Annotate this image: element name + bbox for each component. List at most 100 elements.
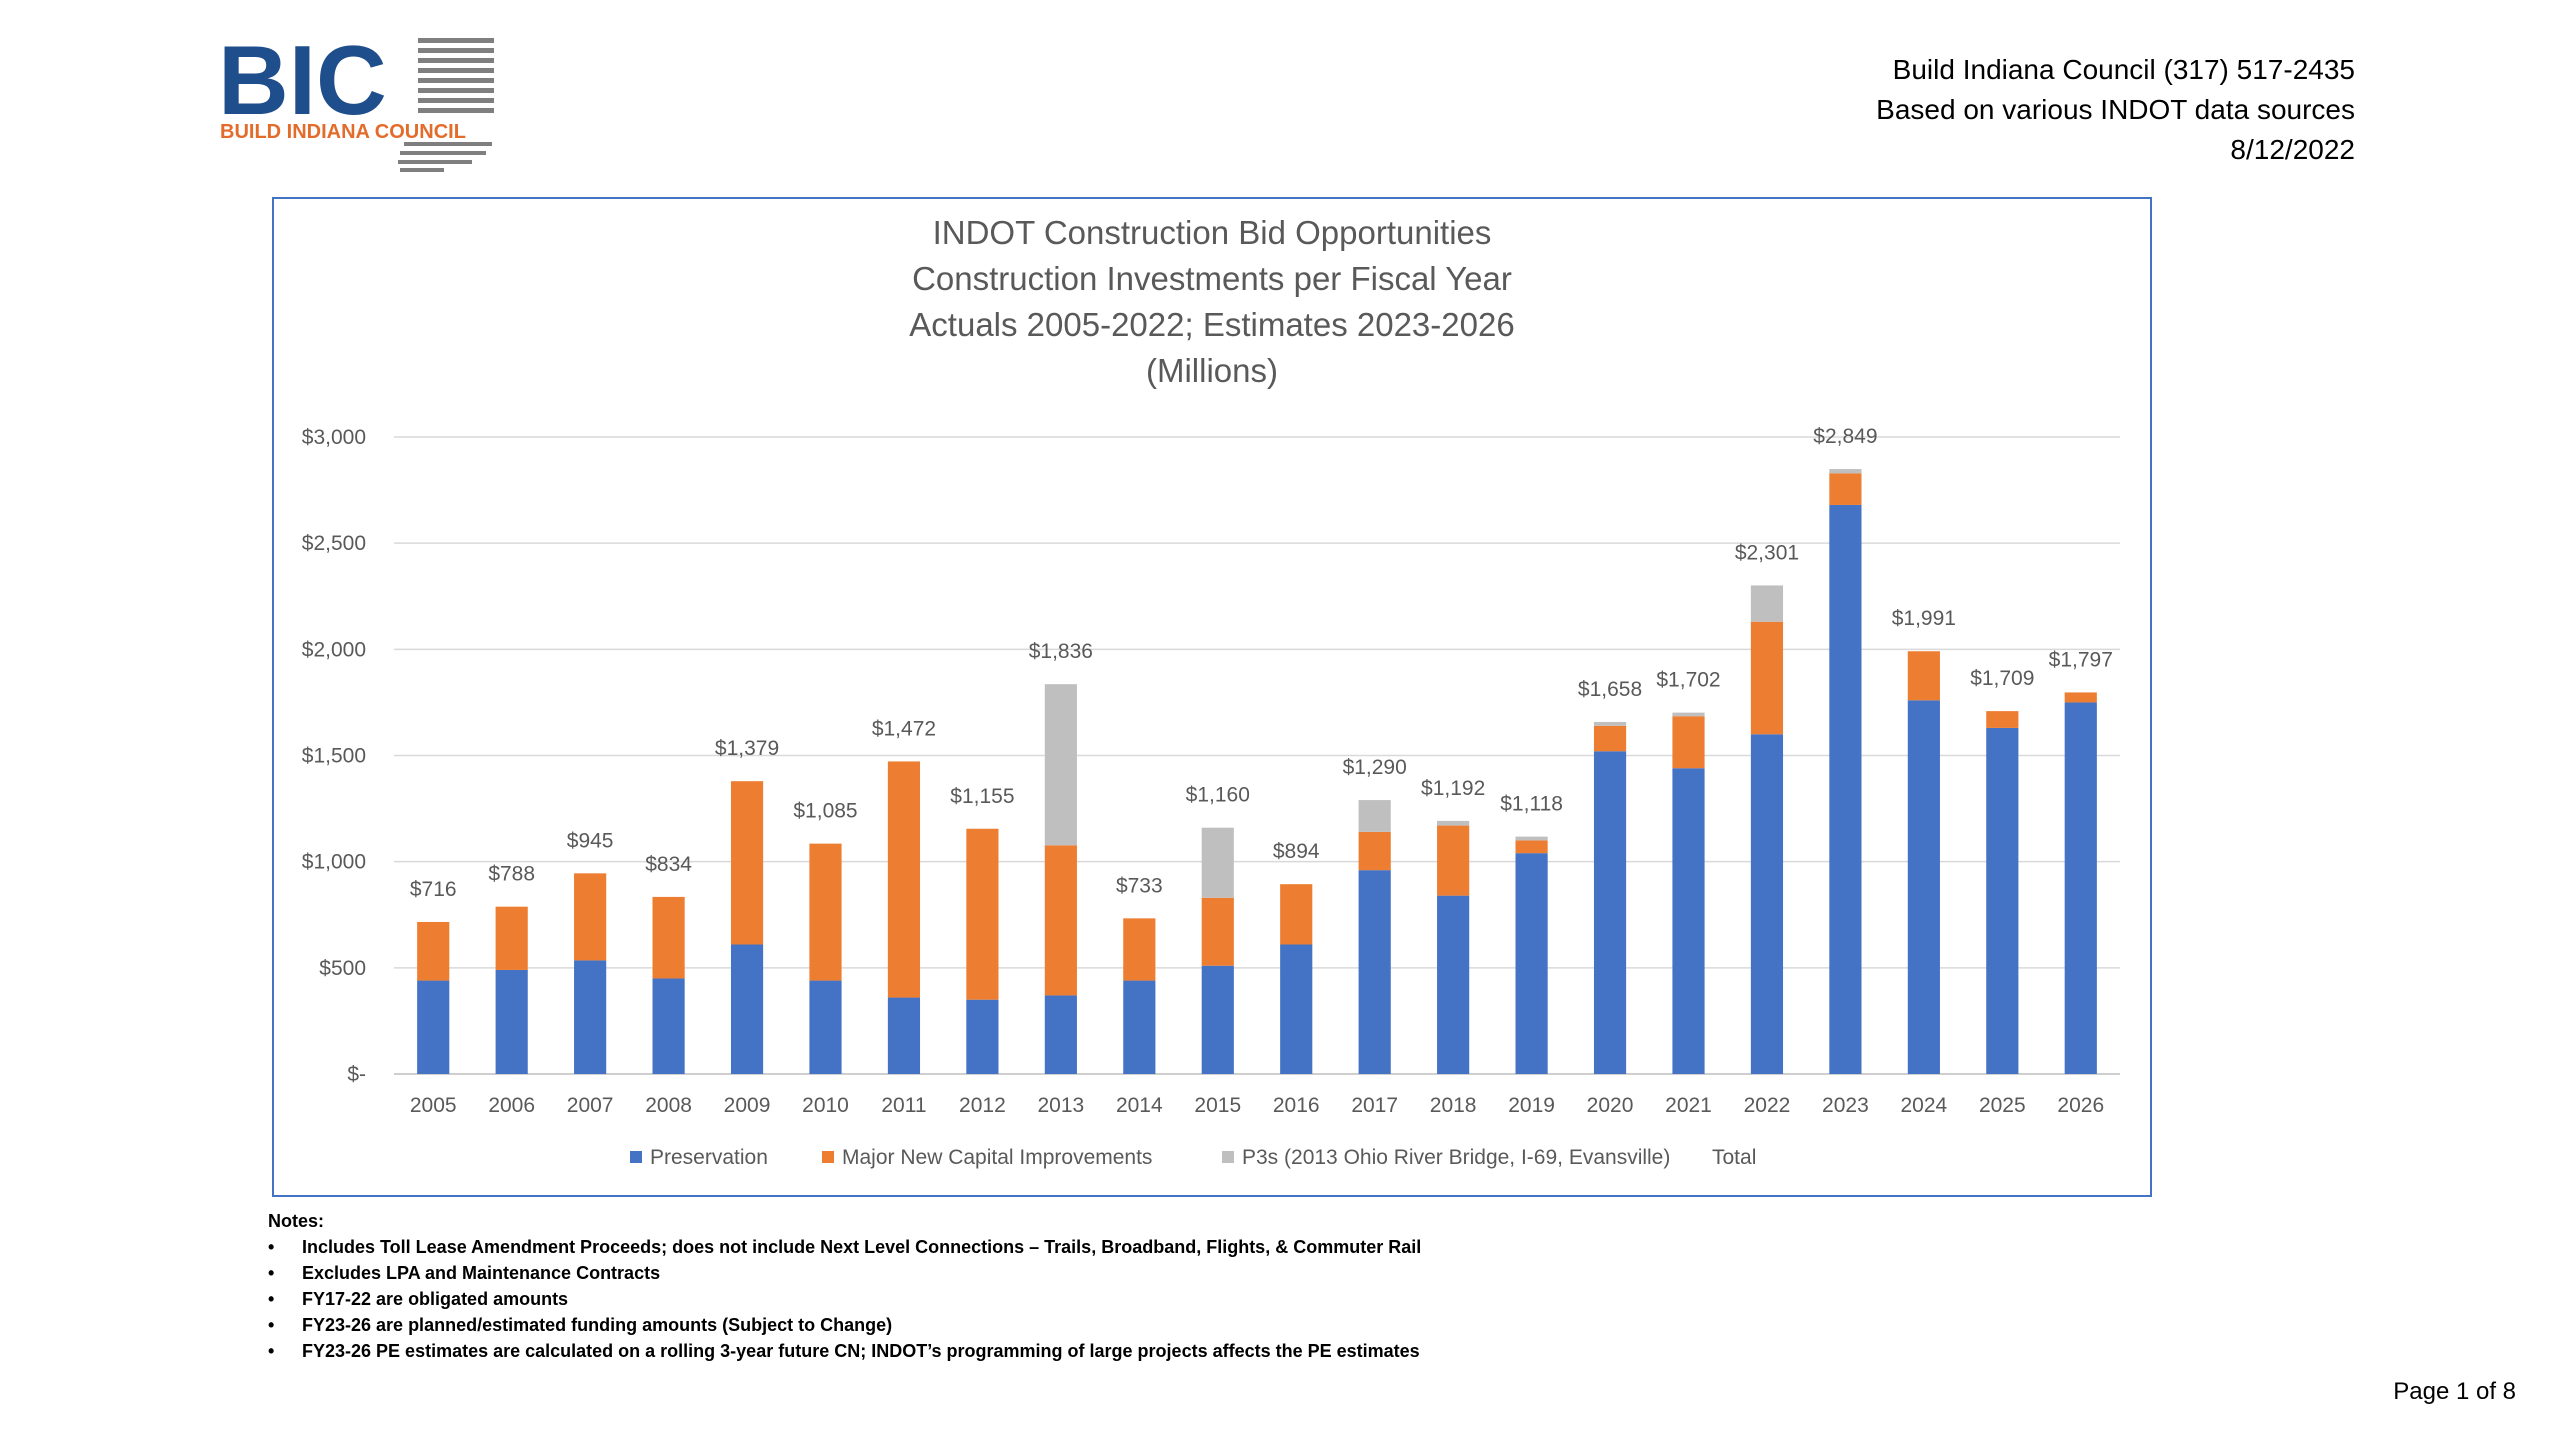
bar-major-capital	[887, 761, 921, 998]
x-tick-label: 2024	[1901, 1094, 1948, 1117]
bar-major-capital	[652, 896, 685, 979]
bar-major-capital	[1672, 716, 1705, 769]
logo-subtitle: BUILD INDIANA COUNCIL	[220, 121, 466, 143]
bar-major-capital	[1044, 845, 1077, 996]
bar-preservation	[1750, 734, 1784, 1074]
total-data-label: $2,849	[1813, 425, 1877, 448]
x-tick-label: 2021	[1665, 1094, 1712, 1117]
chart-title-line: INDOT Construction Bid Opportunities	[933, 214, 1492, 251]
bar-preservation	[1358, 870, 1391, 1074]
bar-major-capital	[1280, 884, 1313, 945]
note-item: Excludes LPA and Maintenance Contracts	[268, 1260, 1421, 1286]
chart-title-line: (Millions)	[1146, 352, 1278, 389]
legend-total-label: Total	[1712, 1146, 1756, 1169]
total-data-label: $1,709	[1970, 667, 2034, 690]
bar-major-capital	[2064, 692, 2097, 703]
page-number: Page 1 of 8	[2393, 1378, 2516, 1405]
x-tick-label: 2011	[881, 1094, 926, 1117]
x-tick-label: 2009	[724, 1094, 771, 1117]
bar-major-capital	[1593, 725, 1627, 752]
legend-p3-label: P3s (2013 Ohio River Bridge, I-69, Evans…	[1242, 1146, 1670, 1169]
y-tick-label: $500	[319, 957, 366, 980]
bar-preservation	[809, 980, 842, 1074]
bar-major-capital	[1750, 621, 1784, 735]
total-data-label: $945	[567, 829, 614, 852]
bar-major-capital	[1358, 831, 1391, 871]
bar-preservation	[1280, 944, 1313, 1074]
total-data-label: $1,118	[1500, 793, 1563, 816]
x-tick-label: 2025	[1979, 1094, 2026, 1117]
bar-p3	[1750, 585, 1784, 622]
bar-p3	[1358, 800, 1391, 832]
bar-preservation	[1986, 727, 2019, 1074]
bar-major-capital	[966, 828, 999, 1000]
bar-preservation	[1593, 751, 1627, 1074]
total-data-label: $1,702	[1656, 669, 1720, 692]
header-info: Build Indiana Council (317) 517-2435 Bas…	[1876, 50, 2355, 170]
bar-major-capital	[574, 873, 607, 961]
bar-preservation	[1907, 700, 1940, 1074]
x-tick-label: 2019	[1508, 1094, 1555, 1117]
notes-heading: Notes:	[268, 1211, 325, 1231]
chart-title-line: Actuals 2005-2022; Estimates 2023-2026	[909, 306, 1514, 343]
x-tick-label: 2005	[410, 1094, 457, 1117]
chart-container: INDOT Construction Bid Opportunities Cons…	[272, 197, 2152, 1197]
total-data-label: $1,290	[1343, 756, 1407, 779]
bar-preservation	[1123, 980, 1156, 1074]
bar-p3	[1515, 836, 1548, 841]
x-tick-label: 2023	[1822, 1094, 1869, 1117]
source-line: Based on various INDOT data sources	[1876, 94, 2355, 125]
bar-p3	[1201, 827, 1234, 898]
bar-preservation	[1672, 768, 1705, 1074]
bar-major-capital	[495, 906, 528, 970]
total-data-label: $1,797	[2049, 648, 2113, 671]
bar-p3	[1044, 684, 1077, 846]
bar-preservation	[966, 999, 999, 1074]
bar-major-capital	[730, 781, 764, 945]
x-tick-label: 2007	[567, 1094, 614, 1117]
contact-line: Build Indiana Council (317) 517-2435	[1892, 54, 2355, 85]
bar-p3	[1829, 469, 1862, 474]
total-data-label: $834	[645, 853, 692, 876]
legend-major-capital-swatch	[822, 1151, 834, 1163]
bar-preservation	[1044, 995, 1077, 1074]
total-data-label: $1,836	[1029, 640, 1093, 663]
bic-logo: BIC BUILD INDIANA COUNCIL	[218, 25, 498, 184]
total-data-label: $1,658	[1578, 678, 1642, 701]
total-data-label: $1,155	[950, 785, 1014, 808]
bar-preservation	[1515, 853, 1548, 1074]
bar-preservation	[730, 944, 764, 1074]
x-tick-label: 2022	[1744, 1094, 1791, 1117]
bar-preservation	[652, 978, 685, 1074]
total-data-label: $2,301	[1735, 541, 1799, 564]
y-tick-label: $2,500	[302, 532, 366, 555]
bar-preservation	[574, 960, 607, 1074]
bar-preservation	[1437, 895, 1470, 1074]
legend-p3-swatch	[1222, 1151, 1234, 1163]
legend-major-capital-label: Major New Capital Improvements	[842, 1146, 1152, 1169]
bar-preservation	[1829, 504, 1862, 1074]
bar-preservation	[2064, 702, 2097, 1074]
bar-major-capital	[417, 921, 450, 981]
indiana-stripes-icon	[398, 38, 494, 172]
notes-section: Notes: Includes Toll Lease Amendment Pro…	[268, 1208, 1421, 1364]
note-item: FY23-26 are planned/estimated funding am…	[268, 1312, 1421, 1338]
total-data-label: $1,085	[793, 800, 857, 823]
bic-logo-graphic: BIC BUILD INDIANA COUNCIL	[218, 25, 494, 172]
bar-preservation	[887, 997, 921, 1074]
bar-preservation	[417, 980, 450, 1074]
x-tick-label: 2018	[1430, 1094, 1477, 1117]
note-item: FY17-22 are obligated amounts	[268, 1286, 1421, 1312]
x-tick-label: 2010	[802, 1094, 849, 1117]
bar-chart: INDOT Construction Bid Opportunities Cons…	[302, 214, 2120, 1169]
total-data-label: $1,991	[1892, 607, 1956, 630]
bar-major-capital	[1201, 897, 1234, 966]
y-tick-label: $2,000	[302, 638, 366, 661]
x-tick-label: 2016	[1273, 1094, 1320, 1117]
logo-text: BIC	[218, 34, 387, 135]
x-tick-label: 2026	[2057, 1094, 2104, 1117]
notes-list: Includes Toll Lease Amendment Proceeds; …	[268, 1234, 1421, 1364]
total-data-label: $1,472	[872, 717, 936, 740]
x-tick-label: 2013	[1038, 1094, 1085, 1117]
total-data-label: $733	[1116, 874, 1163, 897]
